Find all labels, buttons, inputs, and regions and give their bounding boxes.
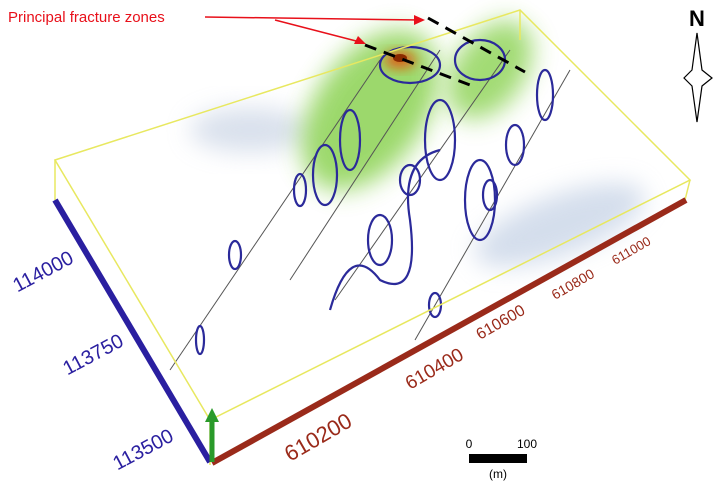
easting-label: 610600 — [474, 302, 529, 343]
arrowhead — [354, 36, 366, 44]
scale-unit: (m) — [489, 467, 507, 481]
arrow — [205, 17, 420, 20]
arrowhead — [414, 15, 425, 25]
arrow — [275, 20, 360, 42]
north-label: N — [689, 6, 705, 31]
northing-label: 113750 — [59, 330, 127, 380]
compass-star — [684, 33, 712, 122]
annotation: Principal fracture zones — [8, 9, 165, 26]
scale-bar — [469, 454, 527, 463]
scale-label: 100 — [517, 437, 537, 451]
figure: 113500 113750 114000 610200 610400 61060… — [0, 0, 714, 483]
easting-axis — [212, 200, 686, 463]
scale-label: 0 — [466, 437, 473, 451]
northing-label: 114000 — [9, 247, 77, 297]
northing-label: 113500 — [109, 425, 177, 475]
anomalies — [190, 5, 655, 284]
northing-axis — [55, 200, 210, 462]
